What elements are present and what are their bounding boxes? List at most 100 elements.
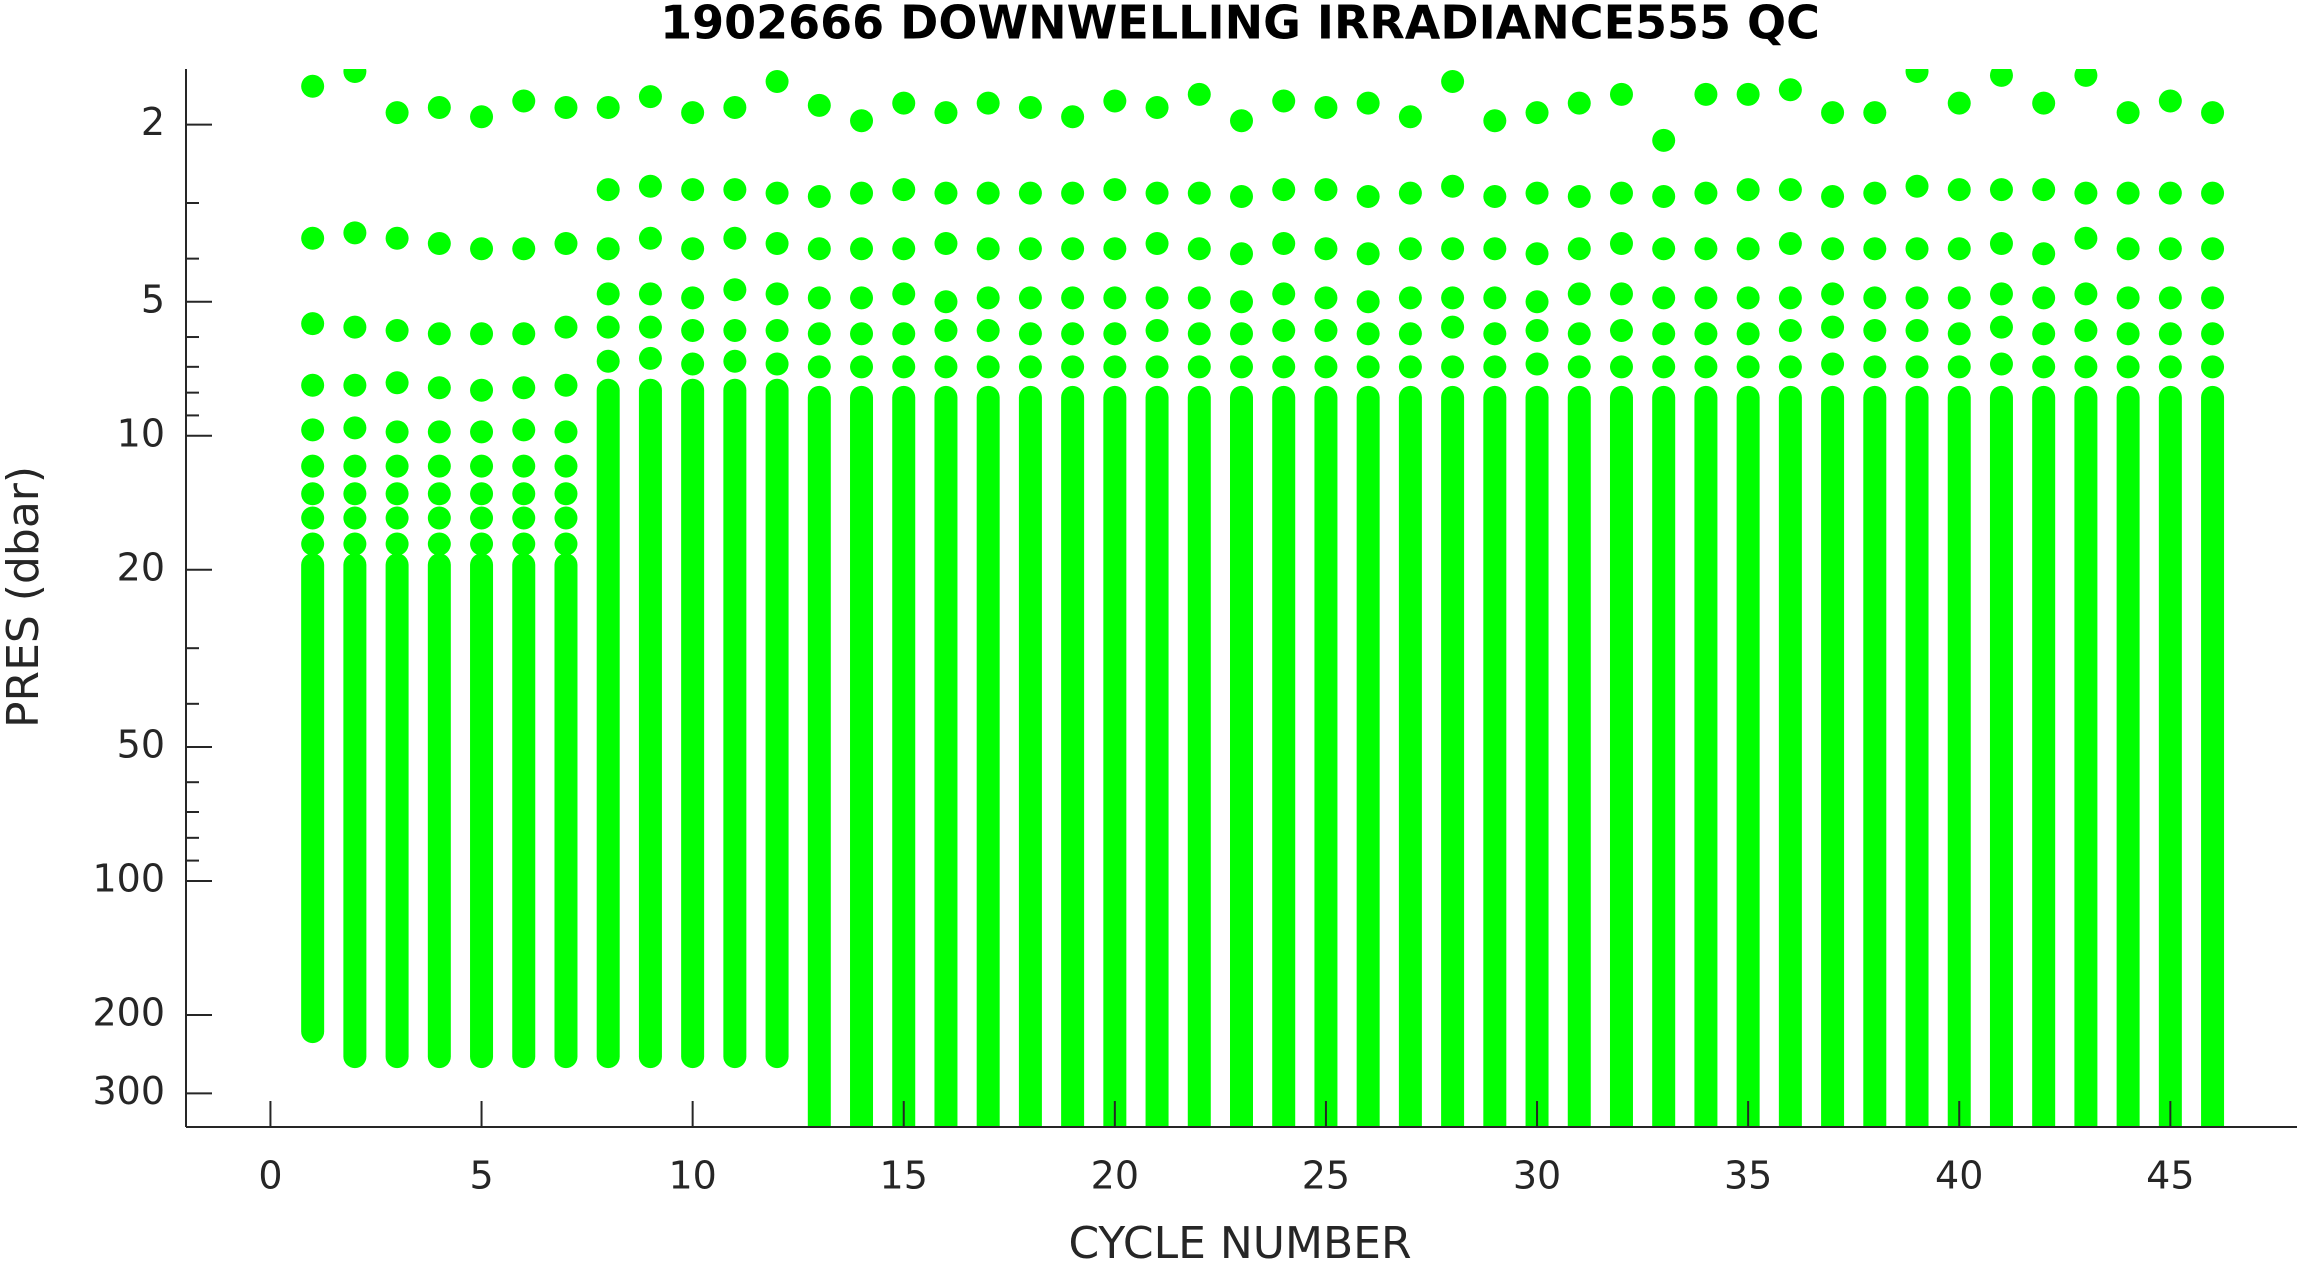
data-point bbox=[1103, 89, 1127, 113]
data-point bbox=[1525, 181, 1549, 205]
data-point bbox=[1609, 181, 1633, 205]
data-point bbox=[301, 74, 325, 98]
data-point bbox=[1230, 109, 1253, 133]
data-point bbox=[1778, 286, 1802, 310]
data-point bbox=[807, 322, 831, 346]
x-tick-label: 5 bbox=[469, 1154, 493, 1198]
data-point bbox=[1272, 89, 1296, 113]
dense-points bbox=[1272, 385, 1296, 1127]
data-point bbox=[1525, 318, 1549, 342]
data-point bbox=[1483, 286, 1507, 310]
data-point bbox=[385, 101, 409, 125]
data-point bbox=[892, 282, 916, 306]
dense-points bbox=[638, 378, 662, 1069]
data-point bbox=[1398, 237, 1422, 261]
data-point bbox=[2158, 322, 2182, 346]
data-point bbox=[638, 174, 662, 198]
data-point bbox=[1103, 178, 1127, 202]
data-point bbox=[427, 95, 451, 119]
data-point bbox=[1145, 355, 1169, 379]
data-point bbox=[1018, 322, 1042, 346]
data-point bbox=[596, 315, 620, 339]
data-point bbox=[1947, 91, 1971, 115]
data-point bbox=[2032, 242, 2056, 266]
data-point bbox=[1778, 178, 1802, 202]
dense-points bbox=[470, 553, 494, 1069]
data-point bbox=[2116, 322, 2140, 346]
data-point bbox=[976, 181, 1000, 205]
x-tick-label: 45 bbox=[2146, 1154, 2194, 1198]
data-point bbox=[1145, 181, 1169, 205]
data-point bbox=[807, 237, 831, 261]
y-tick-label: 50 bbox=[117, 722, 165, 766]
dense-points bbox=[1821, 385, 1845, 1127]
dense-points bbox=[1947, 385, 1971, 1127]
data-point bbox=[1483, 355, 1507, 379]
data-point bbox=[723, 318, 747, 342]
data-point bbox=[1230, 184, 1253, 208]
data-point bbox=[934, 232, 958, 256]
dense-points bbox=[1905, 385, 1929, 1127]
data-point bbox=[343, 532, 367, 556]
data-point bbox=[1272, 355, 1296, 379]
dense-points bbox=[2201, 385, 2225, 1127]
data-point bbox=[470, 237, 494, 261]
data-point bbox=[1736, 286, 1760, 310]
data-point bbox=[554, 373, 578, 397]
data-point bbox=[512, 482, 536, 506]
data-point bbox=[681, 237, 705, 261]
data-point bbox=[1736, 82, 1760, 106]
data-point bbox=[2074, 282, 2098, 306]
data-point bbox=[681, 318, 705, 342]
dense-points bbox=[723, 378, 747, 1069]
x-tick-label: 10 bbox=[668, 1154, 716, 1198]
dense-points bbox=[1103, 385, 1127, 1127]
data-point bbox=[385, 371, 409, 395]
data-point bbox=[850, 286, 874, 310]
data-point bbox=[301, 418, 325, 442]
data-point bbox=[1483, 109, 1507, 133]
data-point bbox=[1609, 282, 1633, 306]
data-point bbox=[1609, 82, 1633, 106]
data-point bbox=[1018, 237, 1042, 261]
data-point bbox=[301, 226, 325, 250]
data-point bbox=[1989, 282, 2013, 306]
data-point bbox=[1652, 184, 1676, 208]
data-point bbox=[1018, 95, 1042, 119]
dense-points bbox=[427, 553, 451, 1069]
data-point bbox=[554, 506, 578, 530]
data-point bbox=[934, 181, 958, 205]
data-point bbox=[850, 355, 874, 379]
dense-points bbox=[1441, 385, 1465, 1127]
data-point bbox=[1314, 237, 1338, 261]
data-point bbox=[807, 93, 831, 117]
data-point bbox=[1061, 355, 1085, 379]
data-point bbox=[1018, 181, 1042, 205]
data-point bbox=[343, 482, 367, 506]
data-point bbox=[1061, 286, 1085, 310]
data-point bbox=[596, 349, 620, 373]
data-point bbox=[1145, 286, 1169, 310]
data-point bbox=[1567, 237, 1591, 261]
data-point bbox=[1187, 181, 1211, 205]
data-point bbox=[638, 315, 662, 339]
data-point bbox=[1989, 315, 2013, 339]
data-point bbox=[1905, 286, 1929, 310]
data-point bbox=[1905, 237, 1929, 261]
data-point bbox=[1061, 181, 1085, 205]
data-point bbox=[554, 482, 578, 506]
data-point bbox=[1314, 178, 1338, 202]
data-point bbox=[1272, 232, 1296, 256]
data-point bbox=[681, 286, 705, 310]
data-point bbox=[2032, 355, 2056, 379]
data-point bbox=[470, 322, 494, 346]
dense-points bbox=[1356, 385, 1380, 1127]
data-point bbox=[1272, 282, 1296, 306]
data-point bbox=[765, 181, 789, 205]
data-point bbox=[1905, 174, 1929, 198]
data-point bbox=[2116, 355, 2140, 379]
data-point bbox=[2032, 178, 2056, 202]
data-point bbox=[1821, 282, 1845, 306]
data-point bbox=[892, 91, 916, 115]
